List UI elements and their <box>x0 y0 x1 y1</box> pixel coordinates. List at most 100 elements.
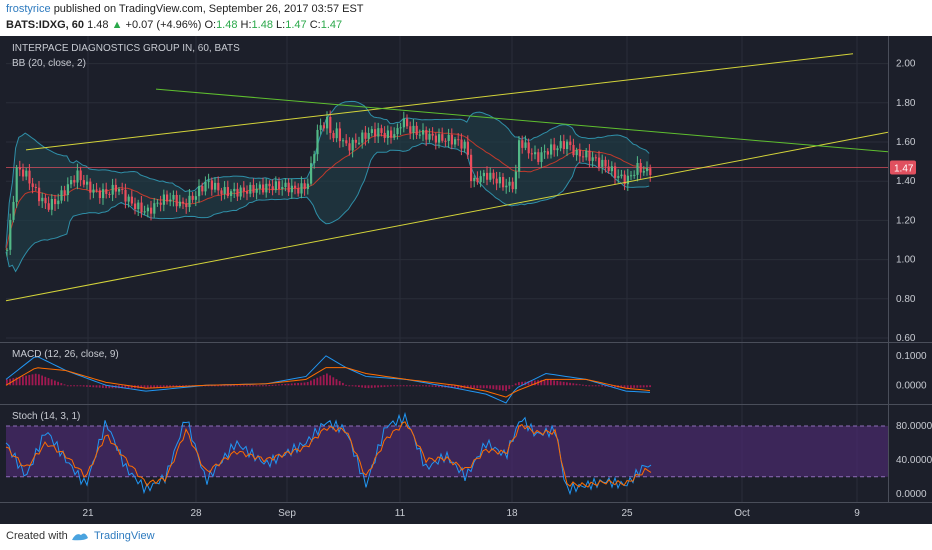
macd-histogram-bar <box>591 385 594 387</box>
chart-canvas[interactable]: 2.00 1.80 1.60 1.40 1.20 1.00 0.80 0.60 1.47 INTE… <box>0 36 932 524</box>
macd-histogram-bar <box>284 383 287 386</box>
macd-histogram-bar <box>431 385 434 387</box>
macd-histogram-bar <box>262 385 264 387</box>
macd-histogram-bar <box>274 384 277 386</box>
macd-histogram-bar <box>25 375 27 386</box>
candle-body <box>457 139 460 141</box>
candle-body <box>614 166 617 178</box>
price-tick-label-1: 1.80 <box>896 98 916 109</box>
low-value: 1.47 <box>285 19 307 31</box>
macd-pane-title: MACD (12, 26, close, 9) <box>12 349 119 360</box>
candle-body <box>390 130 393 138</box>
macd-histogram-bar <box>582 384 584 386</box>
candle-body <box>329 116 332 133</box>
macd-histogram-bar <box>166 385 168 388</box>
candle-body <box>12 201 15 220</box>
stoch-tick-label-1: 40.0000 <box>896 455 932 466</box>
candle-body <box>162 194 165 205</box>
macd-series-macd <box>5 355 651 404</box>
macd-histogram-bar <box>47 378 50 386</box>
candle-body <box>428 133 431 140</box>
candle-body <box>28 170 31 184</box>
candle-body <box>98 190 101 199</box>
time-tick-label-2: Sep <box>278 508 296 519</box>
candle-body <box>15 167 18 202</box>
candle-body <box>265 183 268 193</box>
candle-body <box>258 184 261 189</box>
candle-body <box>639 162 642 173</box>
macd-histogram-bar <box>633 385 635 388</box>
candle-body <box>521 140 524 148</box>
candle-body <box>396 128 399 135</box>
candle-body <box>249 184 252 194</box>
candle-body <box>303 183 306 189</box>
candle-body <box>290 185 293 193</box>
macd-histogram-bar <box>98 385 101 388</box>
macd-series-signal <box>5 367 651 398</box>
candle-body <box>530 153 533 155</box>
time-tick-label-3: 11 <box>395 508 406 519</box>
macd-histogram-bar <box>636 385 639 388</box>
candle-body <box>188 195 191 208</box>
candle-body <box>636 162 639 175</box>
candle-body <box>70 180 73 185</box>
tradingview-brand[interactable]: TradingView <box>94 530 155 542</box>
macd-histogram-bar <box>111 385 114 389</box>
macd-histogram-bar <box>159 385 162 388</box>
macd-histogram-bar <box>130 385 133 389</box>
macd-histogram-bar <box>540 379 543 386</box>
candle-body <box>137 202 140 210</box>
candle-body <box>486 172 489 180</box>
candle-body <box>438 134 441 143</box>
macd-histogram-bar <box>642 385 645 388</box>
chart-area[interactable]: 2.00 1.80 1.60 1.40 1.20 1.00 0.80 0.60 1.47 INTE… <box>0 36 932 524</box>
candle-body <box>399 127 402 129</box>
macd-histogram-bar <box>63 384 66 386</box>
candle-body <box>569 141 572 145</box>
candle-body <box>230 191 233 196</box>
candle-body <box>546 151 549 155</box>
macd-histogram-bar <box>345 384 347 386</box>
candle-body <box>242 187 245 192</box>
candle-body <box>262 184 265 193</box>
candle-body <box>534 152 537 155</box>
macd-histogram-bar <box>70 385 72 387</box>
candle-body <box>178 201 181 207</box>
candle-body <box>594 157 597 159</box>
stoch-tick-label-0: 80.0000 <box>896 421 932 432</box>
candle-body <box>380 128 383 133</box>
macd-histogram-bar <box>76 385 79 387</box>
macd-histogram-bar <box>278 384 280 386</box>
macd-histogram-bar <box>505 385 507 392</box>
low-label: L: <box>276 19 286 31</box>
candle-body <box>31 183 34 187</box>
macd-histogram-bar <box>354 385 357 387</box>
candle-body <box>553 144 556 151</box>
macd-histogram-bar <box>428 385 431 387</box>
candle-body <box>393 134 396 138</box>
candle-body <box>287 182 290 193</box>
macd-histogram-bar <box>18 376 21 386</box>
candle-body <box>114 184 117 192</box>
macd-histogram-bar <box>338 381 341 386</box>
candle-body <box>86 181 89 185</box>
candle-body <box>313 154 316 164</box>
macd-histogram-bar <box>319 376 322 386</box>
candle-body <box>649 168 652 176</box>
candle-body <box>498 177 501 184</box>
macd-histogram-bar <box>73 385 75 387</box>
macd-histogram-bar <box>306 381 309 386</box>
candle-body <box>252 184 255 193</box>
macd-histogram-bar <box>82 385 85 387</box>
candle-body <box>383 132 386 139</box>
macd-histogram-bar <box>415 385 418 387</box>
candle-body <box>620 174 623 177</box>
macd-histogram-bar <box>492 385 495 390</box>
time-tick-label-1: 28 <box>190 508 202 519</box>
author-link[interactable]: frostyrice <box>6 3 51 15</box>
candle-body <box>134 203 137 210</box>
macd-histogram-bar <box>348 385 351 387</box>
macd-histogram-bar <box>127 385 130 389</box>
candle-body <box>121 188 124 190</box>
candle-body <box>50 198 53 210</box>
